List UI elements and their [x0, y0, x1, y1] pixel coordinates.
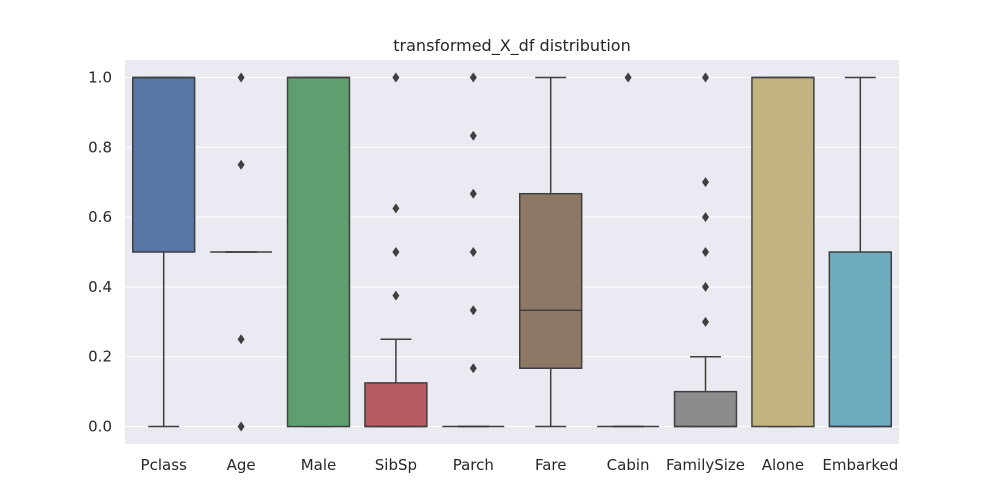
box-group-pclass	[131, 76, 196, 428]
outlier-point	[392, 290, 400, 301]
box	[751, 76, 815, 428]
box-group-sibsp	[364, 72, 428, 428]
outlier-point	[469, 305, 477, 316]
outlier-point	[702, 72, 709, 83]
y-tick-label: 0.2	[88, 348, 112, 366]
x-axis-ticks: Pclass Age Male SibSp Parch Fare Cabin FamilySi…	[141, 456, 899, 474]
box	[131, 76, 196, 253]
x-tick-label: Embarked	[822, 456, 898, 474]
y-tick-label: 0.6	[88, 208, 112, 226]
box	[673, 390, 738, 428]
x-tick-label: FamilySize	[666, 456, 745, 474]
box-group-parch	[442, 72, 505, 428]
box-group-embarked	[828, 76, 893, 428]
box	[286, 76, 351, 428]
box	[364, 382, 428, 428]
outlier-point	[702, 212, 709, 223]
outlier-point	[392, 72, 400, 83]
box-group-male	[286, 76, 351, 428]
y-tick-label: 1.0	[88, 68, 112, 86]
box	[518, 192, 583, 369]
box	[828, 251, 893, 428]
outlier-point	[237, 72, 245, 83]
outlier-point	[469, 247, 477, 257]
outlier-point	[702, 247, 709, 257]
outlier-point	[469, 363, 477, 374]
boxes	[131, 72, 893, 432]
outlier-point	[237, 159, 245, 170]
x-tick-label: Parch	[453, 456, 494, 474]
y-tick-label: 0.0	[88, 418, 112, 436]
y-axis-ticks: 0.0 0.2 0.4 0.6 0.8 1.0	[88, 68, 112, 435]
box-group-cabin	[597, 72, 660, 428]
chart-title: transformed_X_df distribution	[393, 36, 630, 56]
outlier-point	[392, 247, 400, 257]
outlier-point	[702, 316, 709, 327]
outlier-point	[469, 72, 477, 83]
outlier-point	[702, 281, 709, 292]
x-tick-label: Age	[227, 456, 256, 474]
outlier-point	[469, 188, 477, 199]
outlier-point	[624, 72, 632, 83]
x-tick-label: Male	[301, 456, 337, 474]
box-group-familysize	[673, 72, 738, 428]
outlier-point	[392, 203, 400, 214]
y-tick-label: 0.8	[88, 138, 112, 156]
x-tick-label: Alone	[762, 456, 804, 474]
box-group-age	[210, 72, 273, 432]
outlier-point	[237, 421, 245, 432]
x-tick-label: Cabin	[607, 456, 650, 474]
x-tick-label: Fare	[535, 456, 567, 474]
outlier-point	[469, 130, 477, 141]
y-tick-label: 0.4	[88, 278, 112, 296]
box-group-fare	[518, 76, 583, 428]
box-group-alone	[751, 76, 815, 428]
x-tick-label: Pclass	[141, 456, 187, 474]
x-tick-label: SibSp	[375, 456, 417, 474]
outlier-point	[237, 334, 245, 345]
outlier-point	[702, 177, 709, 188]
